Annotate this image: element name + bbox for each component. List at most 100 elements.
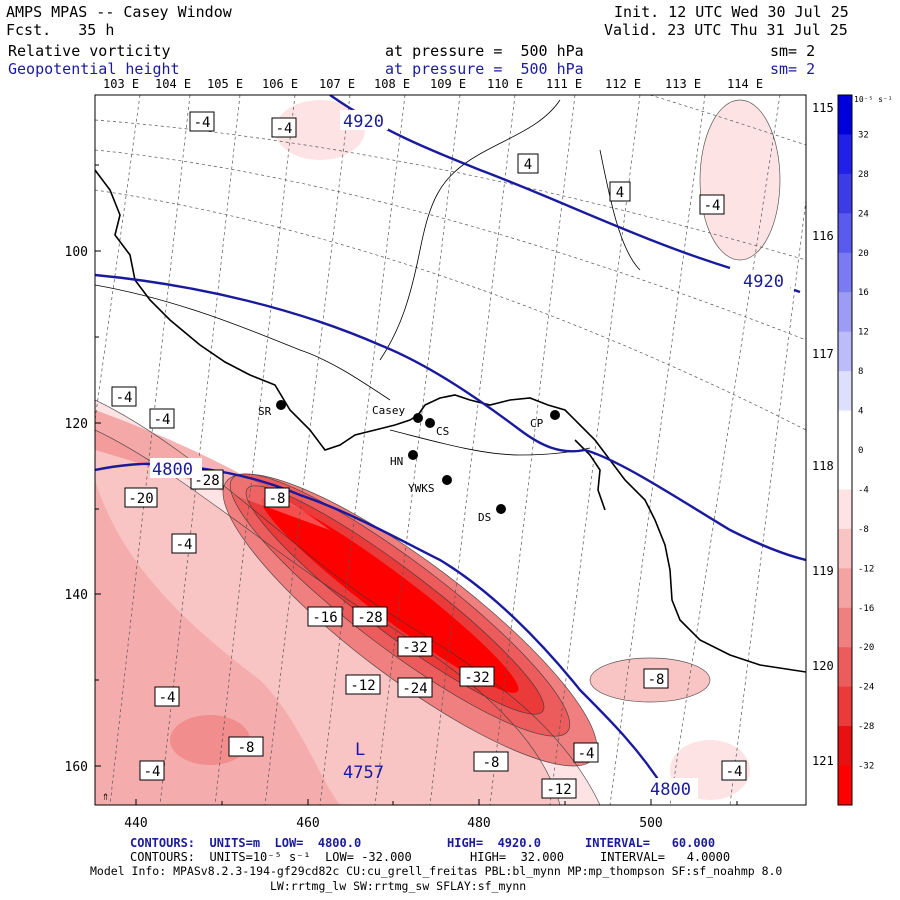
colorbar-label: 0	[858, 446, 863, 456]
colorbar-label: 8	[858, 367, 863, 377]
vort-label: -4	[271, 117, 297, 138]
svg-text:-28: -28	[357, 610, 382, 626]
top-lon-label: 105 E	[207, 77, 244, 91]
height-label: 4800	[650, 780, 691, 800]
colorbar-unit: 10⁻⁵ s⁻¹	[854, 95, 893, 104]
vort-label: -4	[171, 533, 197, 554]
colorbar-label: 4	[858, 407, 863, 417]
station-label: DS	[478, 511, 491, 524]
top-lon-label: 113 E	[665, 77, 702, 91]
station-marker	[496, 504, 506, 514]
footer-model-info: Model Info: MPASv8.2.3-194-gf29cd82c CU:…	[90, 864, 783, 878]
colorbar-label: 28	[858, 170, 869, 180]
init-time: Init. 12 UTC Wed 30 Jul 25	[614, 3, 849, 21]
svg-text:480: 480	[467, 816, 490, 831]
vort-label: -8	[643, 668, 669, 689]
footer-contours-height: CONTOURS: UNITS=m LOW= 4800.0	[130, 836, 362, 850]
svg-text:120: 120	[65, 417, 88, 432]
colorbar-swatch	[838, 607, 852, 648]
svg-text:-8: -8	[238, 740, 255, 756]
svg-text:-8: -8	[269, 491, 286, 507]
colorbar-label: -12	[858, 564, 874, 574]
svg-text:-4: -4	[726, 764, 743, 780]
colorbar-swatch	[838, 173, 852, 214]
svg-text:4: 4	[524, 157, 532, 173]
vort-label: 4	[609, 181, 631, 202]
colorbar-swatch	[838, 489, 852, 530]
colorbar-label: -16	[858, 604, 874, 614]
station-label: SR	[258, 405, 272, 418]
svg-text:-12: -12	[546, 782, 571, 798]
station-marker	[425, 418, 435, 428]
colorbar-label: 32	[858, 130, 869, 140]
svg-text:440: 440	[124, 816, 147, 831]
vort-label: -8	[473, 751, 509, 772]
footer-vort-interval: INTERVAL= 4.0000	[600, 850, 731, 864]
station-marker	[276, 400, 286, 410]
height-label: 4920	[343, 112, 384, 132]
svg-text:140: 140	[65, 588, 88, 603]
colorbar-label: -24	[858, 683, 874, 693]
top-lon-label: 106 E	[262, 77, 299, 91]
colorbar-swatch	[838, 95, 852, 135]
colorbar-swatch	[838, 134, 852, 175]
top-lon-label: 111 E	[546, 77, 583, 91]
north-arrow-icon: ⇑	[102, 789, 109, 803]
colorbar-swatch	[838, 568, 852, 609]
vort-label: -4	[721, 760, 747, 781]
svg-text:-4: -4	[194, 115, 211, 131]
svg-text:-20: -20	[128, 491, 153, 507]
x-axis	[135, 799, 738, 805]
colorbar-swatch	[838, 371, 852, 412]
footer-height-high: HIGH= 4920.0	[447, 836, 541, 850]
colorbar-swatch	[838, 647, 852, 688]
colorbar-swatch	[838, 331, 852, 372]
vort-label: -8	[264, 487, 290, 508]
svg-text:-16: -16	[312, 610, 337, 626]
top-lon-label: 110 E	[487, 77, 524, 91]
station-label: CS	[436, 425, 449, 438]
y-axis	[95, 164, 101, 767]
colorbar-swatch	[838, 528, 852, 569]
footer-model-info-2: LW:rrtmg_lw SW:rrtmg_sw SFLAY:sf_mynn	[270, 879, 527, 893]
colorbar-swatch	[838, 686, 852, 727]
colorbar-label: 16	[858, 288, 869, 298]
top-lon-label: 114 E	[727, 77, 764, 91]
svg-text:100: 100	[65, 245, 88, 260]
field2-smooth: sm= 2	[770, 60, 816, 78]
vort-label: -12	[541, 778, 577, 799]
field1-name: Relative vorticity	[8, 42, 171, 60]
top-lon-label: 107 E	[319, 77, 356, 91]
station-marker	[408, 450, 418, 460]
colorbar-label: -32	[858, 762, 874, 772]
svg-text:-32: -32	[402, 640, 427, 656]
forecast-hour: Fcst. 35 h	[6, 21, 115, 39]
svg-text:-4: -4	[159, 690, 176, 706]
svg-text:-4: -4	[154, 412, 171, 428]
field2-name: Geopotential height	[8, 60, 180, 78]
station-label: Casey	[372, 404, 405, 417]
svg-text:-8: -8	[483, 755, 500, 771]
height-labels: 4920 4920 4800 4800 L 4757	[150, 110, 790, 800]
colorbar-swatch	[838, 292, 852, 333]
vort-label: -32	[397, 636, 433, 657]
field1-level: at pressure = 500 hPa	[385, 42, 584, 60]
svg-text:160: 160	[65, 760, 88, 775]
vort-label: -4	[149, 408, 175, 429]
svg-text:-4: -4	[116, 390, 133, 406]
valid-time: Valid. 23 UTC Thu 31 Jul 25	[604, 21, 848, 39]
vorticity-labels: -4 -4 -4 -4 -4 -4 -4 -4 -4 -4 4 4 -20 -2…	[111, 111, 747, 799]
vort-label: -4	[573, 742, 599, 763]
field2-level: at pressure = 500 hPa	[385, 60, 584, 78]
colorbar-swatch	[838, 726, 852, 767]
svg-text:-32: -32	[464, 670, 489, 686]
vort-label: -4	[111, 386, 137, 407]
svg-text:-4: -4	[144, 764, 161, 780]
colorbar-label: -8	[858, 525, 869, 535]
station-label: HN	[390, 455, 403, 468]
vort-label: -24	[397, 677, 433, 698]
stations: SR Casey CS CP HN YWKS DS	[258, 400, 560, 524]
svg-text:-8: -8	[648, 672, 665, 688]
map-title: AMPS MPAS -- Casey Window	[6, 3, 232, 21]
